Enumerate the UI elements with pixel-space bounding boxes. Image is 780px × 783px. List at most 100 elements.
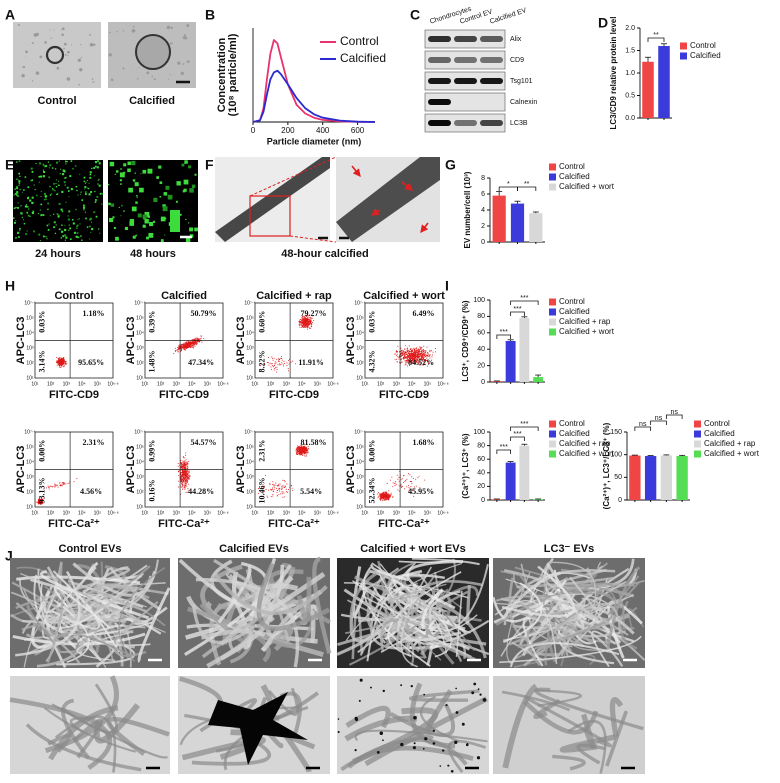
- fluorescence-dot: [37, 213, 39, 215]
- sem-fiber: [93, 584, 169, 613]
- event-dot: [184, 349, 186, 351]
- fluorescence-dot: [14, 207, 16, 209]
- event-dot: [304, 316, 306, 318]
- event-dot: [65, 363, 67, 365]
- event-dot: [285, 488, 287, 490]
- event-dot: [378, 492, 379, 494]
- event-dot: [181, 347, 183, 349]
- event-dot: [402, 357, 404, 359]
- event-dot: [409, 355, 411, 357]
- quadrant-percent: 0.00%: [368, 440, 377, 462]
- fluorescence-dot: [43, 166, 46, 168]
- event-dot: [181, 462, 183, 464]
- event-dot: [183, 345, 185, 346]
- image-speck: [89, 42, 94, 47]
- event-dot: [304, 446, 306, 448]
- event-dot: [382, 497, 384, 499]
- event-dot: [196, 343, 198, 345]
- event-dot: [421, 356, 423, 358]
- event-dot: [190, 343, 191, 345]
- event-dot: [185, 466, 187, 468]
- event-dot: [411, 358, 413, 360]
- event-dot: [408, 358, 410, 360]
- x-tick-label: 600: [351, 126, 365, 135]
- event-dot: [183, 349, 185, 351]
- event-dot: [177, 349, 179, 350]
- event-dot: [412, 354, 414, 356]
- event-dot: [411, 355, 412, 357]
- event-dot: [174, 349, 176, 351]
- bar: [642, 61, 654, 118]
- event-dot: [63, 483, 65, 485]
- event-dot: [184, 457, 186, 459]
- event-dot: [186, 471, 188, 473]
- event-dot: [201, 341, 203, 343]
- fluorescence-dot: [90, 191, 93, 193]
- quadrant-percent: 93.13%: [38, 478, 47, 504]
- legend-swatch: [694, 430, 701, 438]
- fluorescence-dot: [165, 217, 167, 220]
- x-tick-label: 10³: [393, 510, 401, 516]
- event-dot: [61, 485, 63, 487]
- y-tick-label: 60: [477, 330, 485, 337]
- event-dot: [301, 444, 303, 446]
- fluorescence-dot: [152, 220, 156, 223]
- event-dot: [64, 360, 66, 362]
- event-dot: [286, 362, 288, 364]
- fluorescence-dot: [63, 181, 66, 184]
- image-speck: [180, 71, 184, 76]
- event-dot: [402, 475, 404, 477]
- fluorescence-dot: [80, 191, 82, 193]
- fluorescence-dot: [64, 239, 66, 241]
- event-dot: [402, 350, 404, 352]
- event-dot: [298, 447, 300, 449]
- event-dot: [39, 501, 41, 503]
- event-dot: [404, 488, 406, 490]
- sem-fiber: [509, 642, 620, 668]
- event-dot: [429, 350, 431, 352]
- y-axis-label: APC-LC3: [235, 446, 247, 494]
- significance-label: ***: [520, 295, 528, 302]
- event-dot: [192, 345, 194, 347]
- event-dot: [189, 345, 190, 347]
- event-dot: [181, 467, 183, 469]
- event-dot: [278, 360, 280, 362]
- event-dot: [424, 355, 426, 357]
- event-dot: [404, 353, 406, 355]
- event-dot: [303, 326, 305, 328]
- event-dot: [410, 353, 412, 355]
- event-dot: [274, 367, 276, 369]
- event-dot: [417, 350, 419, 352]
- fluorescence-dot: [56, 213, 59, 216]
- event-dot: [421, 352, 423, 354]
- event-dot: [272, 493, 274, 495]
- event-dot: [422, 364, 424, 366]
- fluorescence-dot: [58, 160, 60, 162]
- event-dot: [181, 466, 183, 468]
- image-speck: [63, 47, 65, 50]
- event-dot: [185, 346, 187, 348]
- y-tick-label: 10⁷·⁴: [24, 429, 35, 435]
- image-speck: [91, 78, 94, 80]
- event-dot: [188, 340, 189, 342]
- x-axis-label: FITC-Ca²⁺: [48, 518, 100, 530]
- deposit-dot: [400, 742, 404, 747]
- legend-label: Calcified + wort: [704, 449, 760, 458]
- event-dot: [185, 344, 187, 346]
- sem-fiber: [67, 565, 151, 605]
- blot-band: [480, 120, 503, 126]
- event-dot: [406, 361, 408, 363]
- event-dot: [61, 362, 63, 364]
- event-dot: [183, 480, 185, 481]
- event-dot: [387, 498, 389, 500]
- event-dot: [185, 459, 187, 461]
- event-dot: [381, 499, 383, 501]
- event-dot: [276, 359, 278, 361]
- event-dot: [410, 348, 412, 349]
- event-dot: [422, 352, 424, 354]
- event-dot: [39, 503, 41, 505]
- legend-label: Calcified + rap: [559, 317, 611, 326]
- fluorescence-dot: [69, 238, 72, 241]
- event-dot: [194, 342, 196, 344]
- fluorescence-dot: [76, 227, 78, 229]
